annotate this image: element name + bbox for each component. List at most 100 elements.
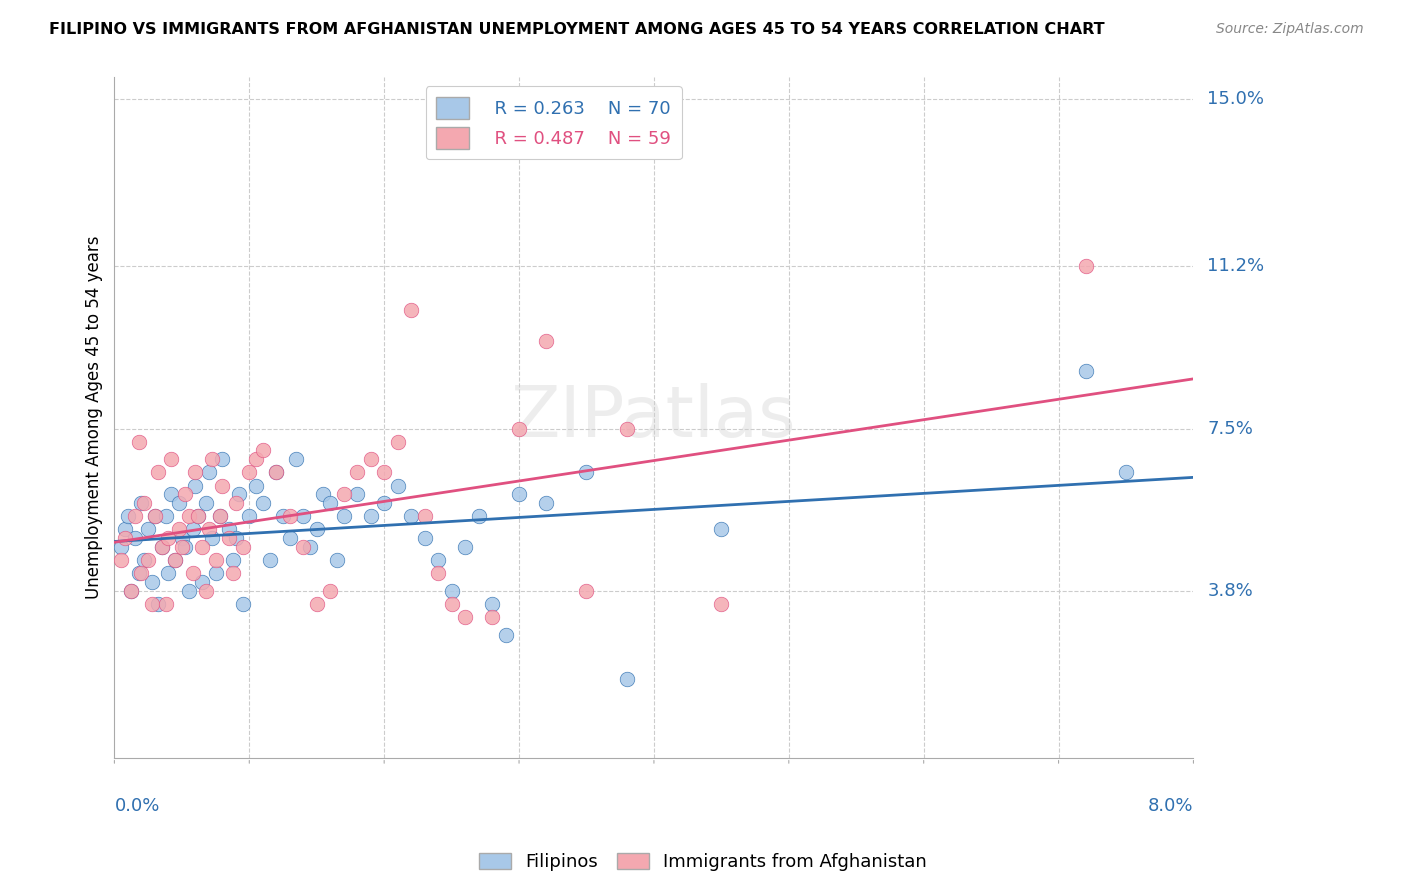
Point xyxy=(399,509,422,524)
Point xyxy=(160,487,183,501)
Point xyxy=(204,553,226,567)
Point xyxy=(187,509,209,524)
Point xyxy=(481,597,503,611)
Y-axis label: Unemployment Among Ages 45 to 54 years: Unemployment Among Ages 45 to 54 years xyxy=(86,235,103,599)
Point xyxy=(165,553,187,567)
Point xyxy=(332,509,354,524)
Point xyxy=(319,496,342,510)
Point xyxy=(181,523,204,537)
Text: 8.0%: 8.0% xyxy=(1147,797,1194,814)
Point xyxy=(218,531,240,545)
Point xyxy=(427,566,450,581)
Point xyxy=(173,487,195,501)
Point xyxy=(191,540,214,554)
Point xyxy=(146,466,169,480)
Point xyxy=(191,575,214,590)
Point xyxy=(305,523,328,537)
Point xyxy=(177,583,200,598)
Point xyxy=(278,531,301,545)
Point xyxy=(128,566,150,581)
Point xyxy=(211,478,233,492)
Text: 7.5%: 7.5% xyxy=(1208,419,1253,438)
Point xyxy=(195,496,218,510)
Point xyxy=(114,531,136,545)
Point xyxy=(264,466,287,480)
Point xyxy=(360,509,382,524)
Point xyxy=(124,509,146,524)
Point xyxy=(326,553,349,567)
Point xyxy=(155,597,177,611)
Point xyxy=(181,566,204,581)
Point xyxy=(495,628,517,642)
Point xyxy=(575,583,598,598)
Point xyxy=(298,540,321,554)
Text: FILIPINO VS IMMIGRANTS FROM AFGHANISTAN UNEMPLOYMENT AMONG AGES 45 TO 54 YEARS C: FILIPINO VS IMMIGRANTS FROM AFGHANISTAN … xyxy=(49,22,1105,37)
Point xyxy=(454,610,477,624)
Point xyxy=(170,531,193,545)
Point xyxy=(228,487,250,501)
Point xyxy=(252,443,274,458)
Point xyxy=(136,523,159,537)
Text: 3.8%: 3.8% xyxy=(1208,582,1253,600)
Point xyxy=(508,487,530,501)
Point xyxy=(173,540,195,554)
Point xyxy=(534,334,557,348)
Text: 11.2%: 11.2% xyxy=(1208,257,1264,275)
Point xyxy=(252,496,274,510)
Point xyxy=(413,509,436,524)
Point xyxy=(128,434,150,449)
Point xyxy=(222,553,245,567)
Point xyxy=(360,452,382,467)
Point xyxy=(110,553,132,567)
Point xyxy=(141,597,163,611)
Legend: Filipinos, Immigrants from Afghanistan: Filipinos, Immigrants from Afghanistan xyxy=(471,846,935,879)
Point xyxy=(225,531,247,545)
Point xyxy=(278,509,301,524)
Point xyxy=(146,597,169,611)
Point xyxy=(285,452,308,467)
Point xyxy=(110,540,132,554)
Point xyxy=(198,466,221,480)
Point xyxy=(143,509,166,524)
Point xyxy=(131,566,153,581)
Point xyxy=(204,566,226,581)
Point xyxy=(195,583,218,598)
Point xyxy=(292,509,315,524)
Point xyxy=(150,540,173,554)
Point xyxy=(259,553,281,567)
Point xyxy=(170,540,193,554)
Point xyxy=(117,509,139,524)
Point xyxy=(120,583,142,598)
Point xyxy=(167,523,190,537)
Point xyxy=(232,597,254,611)
Point xyxy=(184,478,207,492)
Point xyxy=(114,523,136,537)
Point xyxy=(305,597,328,611)
Point xyxy=(132,553,155,567)
Point xyxy=(312,487,335,501)
Point xyxy=(155,509,177,524)
Point xyxy=(427,553,450,567)
Point xyxy=(238,466,260,480)
Point xyxy=(616,672,638,686)
Point xyxy=(332,487,354,501)
Point xyxy=(157,531,180,545)
Point xyxy=(131,496,153,510)
Point xyxy=(534,496,557,510)
Point xyxy=(710,597,733,611)
Point xyxy=(387,478,409,492)
Point xyxy=(440,597,463,611)
Point xyxy=(120,583,142,598)
Point xyxy=(616,421,638,435)
Point xyxy=(218,523,240,537)
Point xyxy=(200,452,222,467)
Point xyxy=(373,466,395,480)
Point xyxy=(238,509,260,524)
Point xyxy=(167,496,190,510)
Point xyxy=(1115,466,1137,480)
Point xyxy=(132,496,155,510)
Point xyxy=(232,540,254,554)
Point xyxy=(346,466,368,480)
Point xyxy=(346,487,368,501)
Point xyxy=(1074,259,1097,273)
